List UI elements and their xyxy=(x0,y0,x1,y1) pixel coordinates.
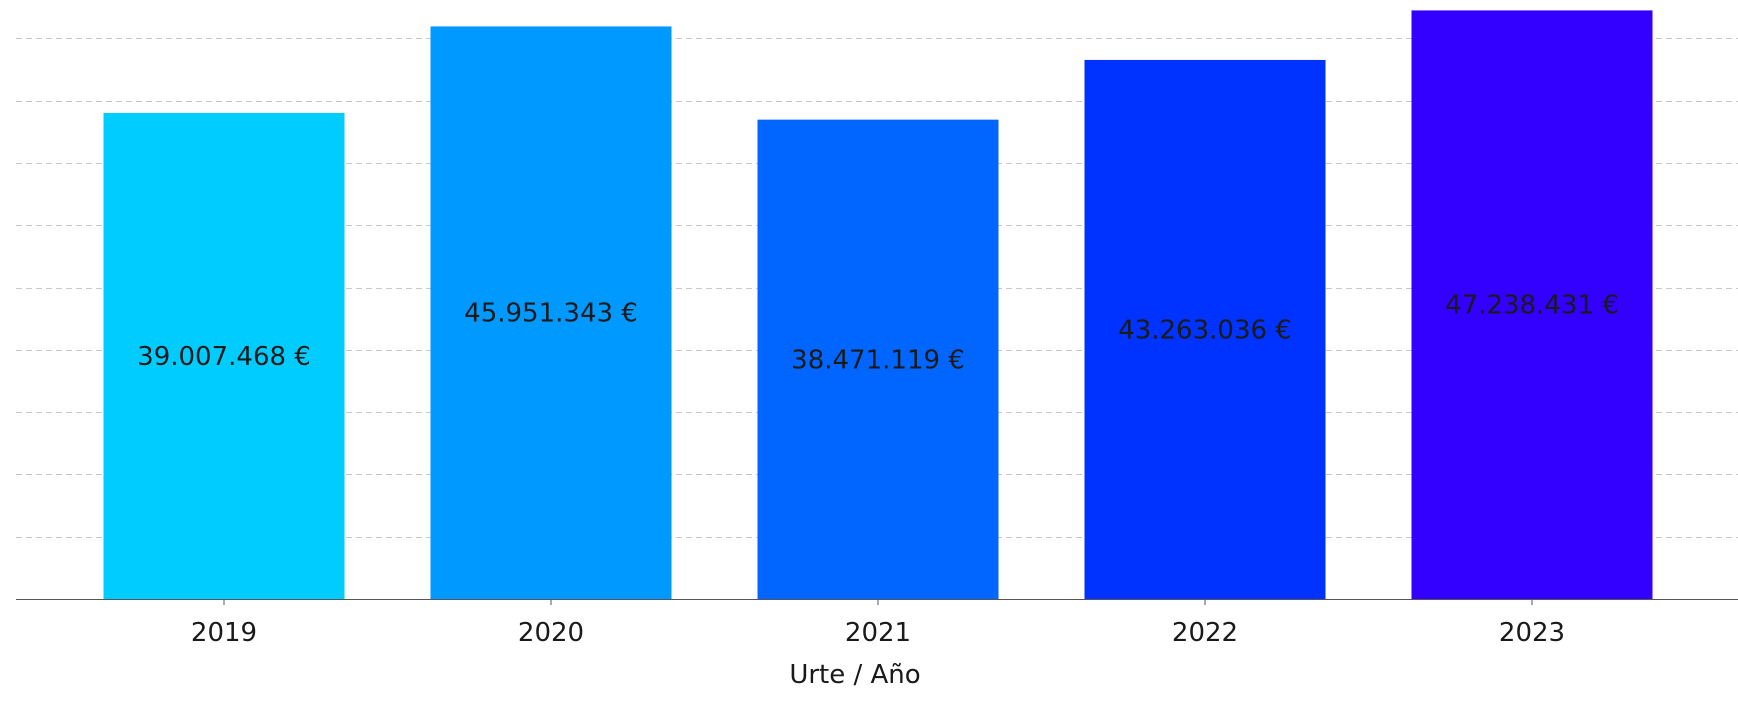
bar-value-label-2021: 38.471.119 € xyxy=(791,345,965,375)
x-tick-label-2021: 2021 xyxy=(845,618,911,648)
bar-value-label-2020: 45.951.343 € xyxy=(464,299,638,329)
x-axis-title: Urte / Año xyxy=(789,660,920,690)
x-tick-label-2022: 2022 xyxy=(1172,618,1238,648)
bar-2021[interactable] xyxy=(757,119,999,600)
bar-value-label-2019: 39.007.468 € xyxy=(137,342,311,372)
bar-2020[interactable] xyxy=(430,26,672,599)
x-tick-label-2020: 2020 xyxy=(518,618,584,648)
bar-2022[interactable] xyxy=(1084,59,1326,600)
bar-2023[interactable] xyxy=(1411,10,1653,599)
bar-value-labels: 39.007.468 € 45.951.343 € 38.471.119 € 43.2… xyxy=(137,291,1619,376)
x-tick-label-2023: 2023 xyxy=(1499,618,1565,648)
bar-value-label-2022: 43.263.036 € xyxy=(1118,315,1292,345)
bar-value-label-2023: 47.238.431 € xyxy=(1445,291,1619,321)
bar-2019[interactable] xyxy=(103,112,345,599)
bars xyxy=(103,10,1653,600)
x-tick-labels: 2019 2020 2021 2022 2023 xyxy=(16,599,1738,648)
x-tick-label-2019: 2019 xyxy=(191,618,257,648)
